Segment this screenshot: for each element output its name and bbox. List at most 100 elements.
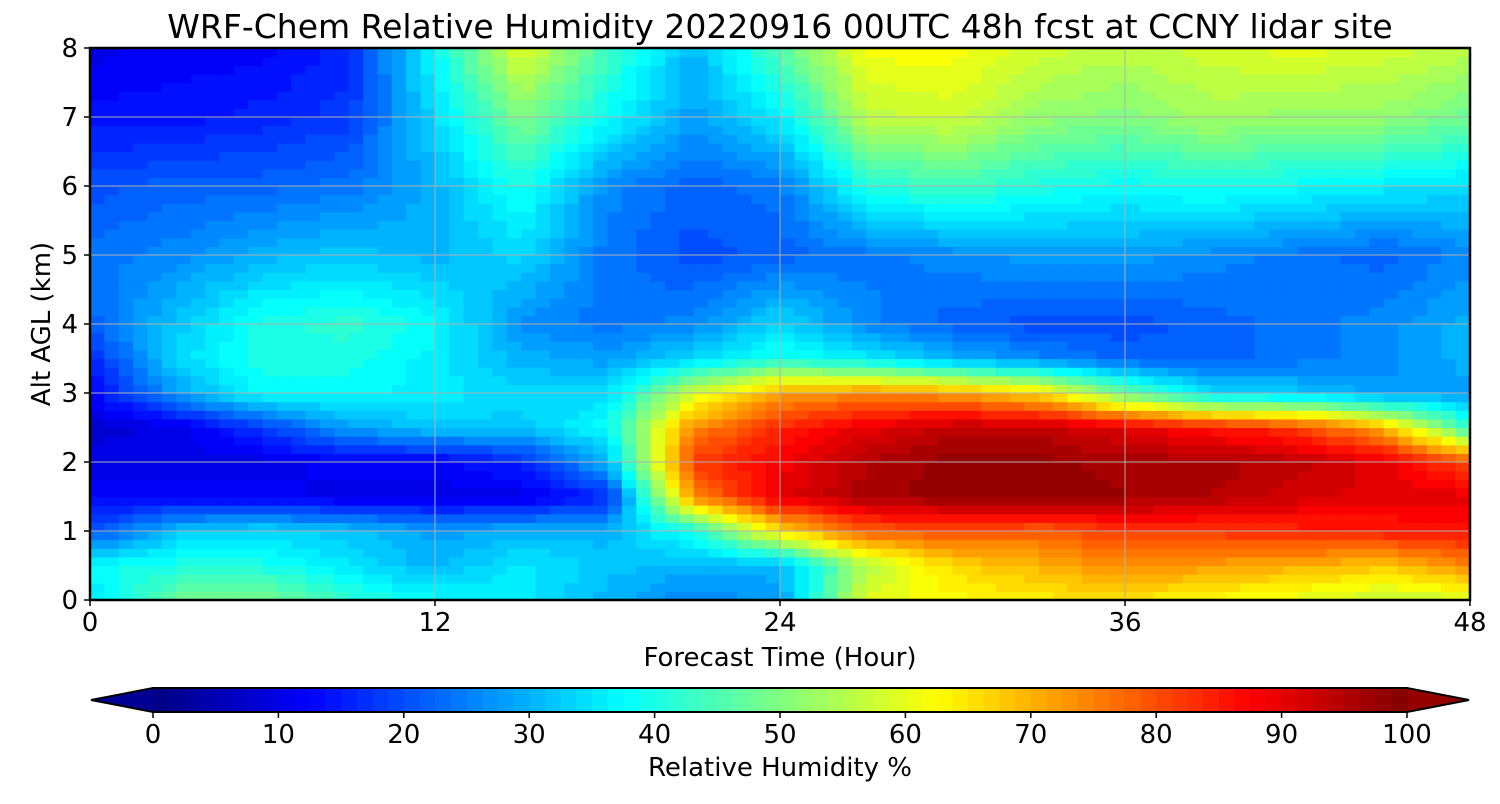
heatmap-cell xyxy=(880,487,896,498)
heatmap-cell xyxy=(363,332,379,342)
heatmap-cell xyxy=(1196,427,1212,437)
heatmap-cell xyxy=(1326,513,1342,523)
heatmap-cell xyxy=(966,574,982,584)
heatmap-cell xyxy=(636,186,652,196)
heatmap-cell xyxy=(1398,229,1414,239)
heatmap-cell xyxy=(1441,341,1457,351)
heatmap-cell xyxy=(1398,289,1414,299)
heatmap-cell xyxy=(679,177,695,187)
heatmap-cell xyxy=(981,349,997,360)
heatmap-cell xyxy=(1053,410,1069,420)
heatmap-cell xyxy=(1311,522,1327,532)
heatmap-cell xyxy=(90,220,105,230)
heatmap-cell xyxy=(1297,298,1313,308)
heatmap-cell xyxy=(1096,203,1112,213)
heatmap-cell xyxy=(578,168,594,178)
heatmap-cell xyxy=(133,246,149,256)
heatmap-cell xyxy=(564,462,580,472)
heatmap-cell xyxy=(506,565,522,575)
heatmap-cell xyxy=(823,186,839,196)
heatmap-cell xyxy=(665,574,680,584)
heatmap-cell xyxy=(1340,177,1356,187)
heatmap-cell xyxy=(1038,186,1054,196)
heatmap-cell xyxy=(621,168,637,178)
heatmap-cell xyxy=(1182,168,1198,178)
heatmap-cell xyxy=(1139,410,1155,420)
heatmap-cell xyxy=(1225,315,1241,325)
heatmap-cell xyxy=(650,393,666,403)
heatmap-cell xyxy=(938,539,954,549)
heatmap-cell xyxy=(176,453,192,463)
heatmap-cell xyxy=(320,306,335,316)
heatmap-cell xyxy=(1067,401,1083,411)
heatmap-cell xyxy=(233,531,249,541)
heatmap-cell xyxy=(780,341,795,351)
heatmap-cell xyxy=(262,505,278,515)
heatmap-cell xyxy=(765,220,781,230)
heatmap-cell xyxy=(1326,487,1342,498)
heatmap-cell xyxy=(593,298,609,308)
heatmap-cell xyxy=(938,220,954,230)
heatmap-cell xyxy=(478,177,494,187)
heatmap-cell xyxy=(708,272,724,282)
heatmap-cell xyxy=(693,418,709,429)
heatmap-cell xyxy=(722,168,738,178)
heatmap-cell xyxy=(1326,298,1342,308)
heatmap-cell xyxy=(1268,444,1284,454)
heatmap-cell xyxy=(1426,582,1442,592)
heatmap-cell xyxy=(1125,255,1140,265)
heatmap-cell xyxy=(219,349,235,360)
heatmap-cell xyxy=(650,565,666,575)
heatmap-cell xyxy=(621,341,637,351)
heatmap-cell xyxy=(104,306,120,316)
heatmap-cell xyxy=(808,306,824,316)
heatmap-cell xyxy=(650,479,666,489)
heatmap-cell xyxy=(521,358,537,368)
heatmap-cell xyxy=(837,203,853,213)
heatmap-cell xyxy=(506,410,522,420)
heatmap-cell xyxy=(1240,151,1255,161)
heatmap-cell xyxy=(147,289,163,299)
heatmap-cell xyxy=(1182,479,1198,489)
heatmap-cell xyxy=(765,591,781,600)
heatmap-cell xyxy=(248,384,264,394)
heatmap-cell xyxy=(1168,582,1184,592)
heatmap-cell xyxy=(449,436,465,446)
heatmap-cell xyxy=(506,186,522,196)
heatmap-cell xyxy=(1067,280,1083,291)
heatmap-cell xyxy=(1398,453,1414,463)
heatmap-cell xyxy=(1311,211,1327,222)
heatmap-cell xyxy=(1355,324,1370,334)
heatmap-cell xyxy=(693,375,709,385)
heatmap-cell xyxy=(665,306,680,316)
heatmap-cell xyxy=(1010,358,1025,368)
heatmap-cell xyxy=(535,496,551,506)
heatmap-cell xyxy=(535,194,551,204)
heatmap-cell xyxy=(521,263,537,273)
heatmap-cell xyxy=(391,246,407,256)
heatmap-cell xyxy=(1268,289,1284,299)
heatmap-cell xyxy=(305,186,321,196)
heatmap-cell xyxy=(1024,556,1040,567)
heatmap-cell xyxy=(305,582,321,592)
heatmap-cell xyxy=(1340,487,1356,498)
heatmap-cell xyxy=(176,513,192,523)
heatmap-cell xyxy=(147,565,163,575)
heatmap-cell xyxy=(981,539,997,549)
heatmap-cell xyxy=(90,522,105,532)
heatmap-cell xyxy=(535,453,551,463)
heatmap-cell xyxy=(1311,591,1327,600)
heatmap-cell xyxy=(780,160,795,170)
heatmap-cell xyxy=(1053,401,1069,411)
heatmap-cell xyxy=(578,341,594,351)
heatmap-cell xyxy=(823,289,839,299)
heatmap-cell xyxy=(1168,565,1184,575)
heatmap-cell xyxy=(1311,160,1327,170)
heatmap-cell xyxy=(1268,306,1284,316)
heatmap-cell xyxy=(506,548,522,558)
heatmap-cell xyxy=(765,151,781,161)
heatmap-cell xyxy=(104,298,120,308)
heatmap-cell xyxy=(176,539,192,549)
heatmap-cell xyxy=(276,513,292,523)
heatmap-cell xyxy=(1398,211,1414,222)
